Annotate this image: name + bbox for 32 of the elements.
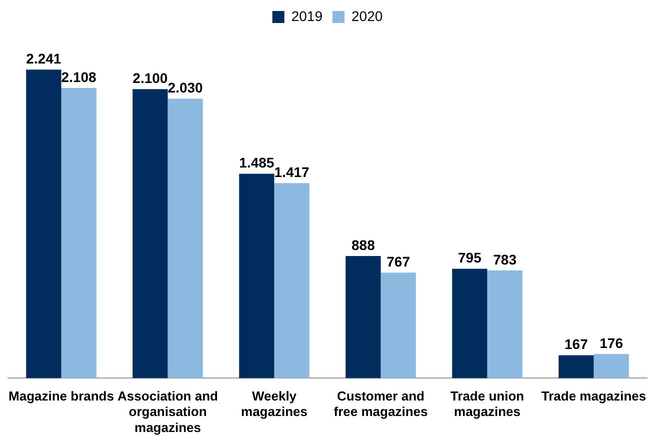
bar [452,268,488,378]
bar [239,174,274,378]
bar [487,270,522,378]
bar [380,272,416,378]
x-tick-label: Association and organisation magazines [118,388,218,435]
data-label: 2.100 [132,70,168,86]
x-tick-label: Magazine brands [8,388,114,404]
bar [168,98,203,378]
data-label: 767 [386,253,410,270]
bar [61,88,96,378]
data-label: 2.030 [168,80,204,96]
data-label: 1.417 [274,164,310,180]
x-tick-label: Weekly magazines [241,388,308,420]
legend-label: 2020 [352,8,383,24]
bar [132,89,168,378]
data-label: 888 [352,236,376,253]
bar [26,70,62,378]
data-label: 176 [600,334,624,351]
legend-label: 2019 [291,8,323,24]
data-label: 2.241 [26,50,62,67]
data-label: 1.485 [239,154,274,171]
data-label: 795 [458,250,482,266]
x-tick-label: Trade union magazines [450,388,524,420]
data-label: 2.108 [61,68,97,85]
bar [558,355,594,378]
bar [346,256,381,378]
data-label: 783 [493,251,517,268]
bar [274,183,310,378]
x-tick-label: Trade magazines [541,388,646,404]
x-tick-label: Customer and free magazines [334,388,428,420]
data-label: 167 [564,336,588,352]
bar [594,354,629,378]
